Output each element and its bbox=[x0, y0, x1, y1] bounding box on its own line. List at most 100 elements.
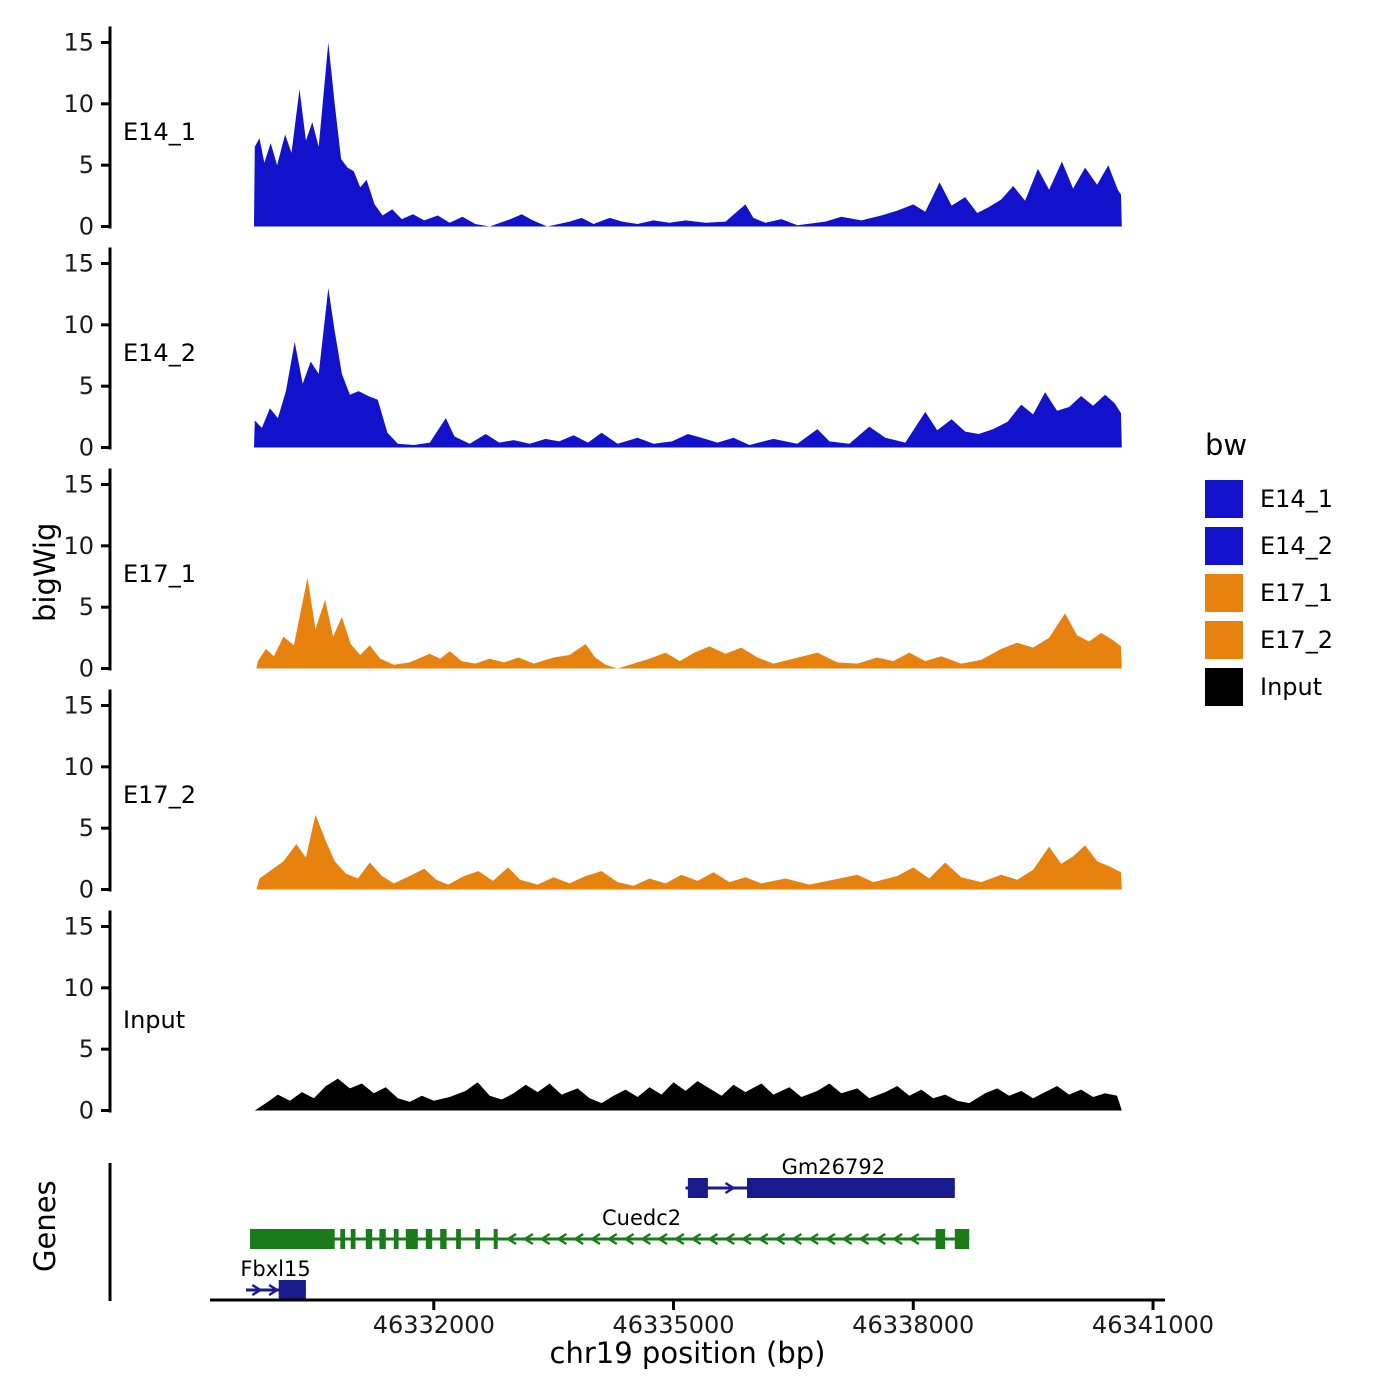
gene-strand-arrow-Cuedc2 bbox=[723, 1232, 735, 1246]
gene-strand-arrow-Cuedc2 bbox=[740, 1232, 752, 1246]
x-tick-label: 46341000 bbox=[1092, 1311, 1214, 1339]
y-tick-label-E14_1: 10 bbox=[63, 90, 94, 118]
gene-strand-arrow-Cuedc2 bbox=[505, 1232, 517, 1246]
y-tick-label-E14_2: 15 bbox=[63, 250, 94, 278]
y-tick-label-E17_2: 0 bbox=[79, 876, 94, 904]
y-tick-label-Input: 10 bbox=[63, 974, 94, 1002]
gene-exon-Cuedc2 bbox=[425, 1229, 433, 1249]
legend: bw E14_1 E14_2 E17_1 E17_2 Input bbox=[1205, 428, 1333, 715]
y-tick-label-E14_2: 10 bbox=[63, 311, 94, 339]
x-axis-title: chr19 position (bp) bbox=[549, 1336, 826, 1370]
y-tick-label-Input: 5 bbox=[79, 1035, 94, 1063]
gene-strand-arrow-Cuedc2 bbox=[572, 1232, 584, 1246]
x-tick-label: 46335000 bbox=[612, 1311, 734, 1339]
legend-swatch-e14-1 bbox=[1205, 480, 1243, 518]
coverage-area-E17_2 bbox=[256, 814, 1122, 890]
gene-exon-Cuedc2 bbox=[340, 1229, 346, 1249]
gene-strand-arrow-Fbxl15 bbox=[251, 1283, 263, 1297]
gene-exon-Cuedc2 bbox=[250, 1229, 335, 1249]
gene-exon-Cuedc2 bbox=[475, 1229, 481, 1249]
gene-strand-arrow-Cuedc2 bbox=[858, 1232, 870, 1246]
gene-label-Fbxl15: Fbxl15 bbox=[240, 1257, 310, 1281]
legend-swatch-e17-1 bbox=[1205, 574, 1243, 612]
gene-strand-arrow-Cuedc2 bbox=[791, 1232, 803, 1246]
y-tick-label-Input: 15 bbox=[63, 913, 94, 941]
gene-strand-arrow-Cuedc2 bbox=[707, 1232, 719, 1246]
gene-label-Gm26792: Gm26792 bbox=[782, 1155, 886, 1179]
gene-exon-Gm26792 bbox=[747, 1178, 955, 1198]
gene-strand-arrow-Cuedc2 bbox=[556, 1232, 568, 1246]
gene-strand-arrow-Fbxl15 bbox=[268, 1283, 280, 1297]
legend-swatch-input bbox=[1205, 668, 1243, 706]
gene-strand-arrow-Cuedc2 bbox=[690, 1232, 702, 1246]
y-tick-label-E17_2: 10 bbox=[63, 753, 94, 781]
gene-exon-Cuedc2 bbox=[405, 1229, 418, 1249]
gene-exon-Cuedc2 bbox=[493, 1229, 498, 1249]
gene-label-Cuedc2: Cuedc2 bbox=[602, 1206, 681, 1230]
gene-exon-Cuedc2 bbox=[393, 1229, 399, 1249]
gene-exon-Cuedc2 bbox=[935, 1229, 946, 1249]
gene-strand-arrow-Cuedc2 bbox=[841, 1232, 853, 1246]
legend-label: Input bbox=[1260, 673, 1323, 701]
gene-exon-Cuedc2 bbox=[954, 1229, 970, 1249]
y-tick-label-E14_2: 0 bbox=[79, 434, 94, 462]
y-tick-label-E17_1: 10 bbox=[63, 532, 94, 560]
gene-strand-arrow-Cuedc2 bbox=[522, 1232, 534, 1246]
gene-strand-arrow-Cuedc2 bbox=[774, 1232, 786, 1246]
legend-swatch-e17-2 bbox=[1205, 621, 1243, 659]
gene-strand-arrow-Cuedc2 bbox=[539, 1232, 551, 1246]
track-label-e17-1: E17_1 bbox=[123, 560, 196, 588]
gene-strand-arrow-Cuedc2 bbox=[589, 1232, 601, 1246]
gene-exon-Gm26792 bbox=[687, 1178, 708, 1198]
track-label-e14-1: E14_1 bbox=[123, 118, 196, 146]
legend-item: E17_2 bbox=[1205, 621, 1333, 659]
track-label-e17-2: E17_2 bbox=[123, 781, 196, 809]
y-tick-label-E14_2: 5 bbox=[79, 372, 94, 400]
legend-label: E17_1 bbox=[1260, 579, 1333, 607]
y-tick-label-E17_1: 15 bbox=[63, 471, 94, 499]
gene-exon-Cuedc2 bbox=[379, 1229, 386, 1249]
legend-item: E17_1 bbox=[1205, 574, 1333, 612]
coverage-area-E14_2 bbox=[254, 288, 1122, 448]
coverage-area-E17_1 bbox=[256, 577, 1122, 669]
gene-exon-Cuedc2 bbox=[365, 1229, 373, 1249]
legend-swatch-e14-2 bbox=[1205, 527, 1243, 565]
gene-exon-Cuedc2 bbox=[456, 1229, 461, 1249]
gene-strand-arrow-Cuedc2 bbox=[757, 1232, 769, 1246]
gene-strand-arrow-Cuedc2 bbox=[824, 1232, 836, 1246]
legend-label: E14_2 bbox=[1260, 532, 1333, 560]
track-label-input: Input bbox=[123, 1006, 186, 1034]
gene-strand-arrow-Cuedc2 bbox=[656, 1232, 668, 1246]
gene-strand-arrow-Cuedc2 bbox=[908, 1232, 920, 1246]
legend-title: bw bbox=[1205, 428, 1248, 462]
y-tick-label-E14_1: 0 bbox=[79, 213, 94, 241]
gene-exon-Cuedc2 bbox=[350, 1229, 356, 1249]
y-tick-label-Input: 0 bbox=[79, 1097, 94, 1125]
gene-strand-arrow-Gm26792 bbox=[724, 1181, 736, 1195]
gene-exon-Fbxl15 bbox=[278, 1280, 306, 1300]
y-tick-label-E14_1: 15 bbox=[63, 29, 94, 57]
y-tick-label-E17_1: 5 bbox=[79, 593, 94, 621]
gene-exon-Cuedc2 bbox=[440, 1229, 447, 1249]
legend-label: E17_2 bbox=[1260, 626, 1333, 654]
legend-item: E14_2 bbox=[1205, 527, 1333, 565]
x-tick-label: 46332000 bbox=[373, 1311, 495, 1339]
track-label-e14-2: E14_2 bbox=[123, 339, 196, 367]
y-tick-label-E17_1: 0 bbox=[79, 655, 94, 683]
coverage-area-Input bbox=[254, 1078, 1122, 1111]
coverage-area-E14_1 bbox=[254, 42, 1122, 227]
gene-strand-arrow-Cuedc2 bbox=[606, 1232, 618, 1246]
gene-strand-arrow-Cuedc2 bbox=[891, 1232, 903, 1246]
y-tick-label-E17_2: 15 bbox=[63, 692, 94, 720]
gene-strand-arrow-Cuedc2 bbox=[875, 1232, 886, 1246]
gene-strand-arrow-Cuedc2 bbox=[640, 1232, 651, 1246]
gene-strand-arrow-Cuedc2 bbox=[673, 1232, 685, 1246]
gene-strand-arrow-Cuedc2 bbox=[623, 1232, 635, 1246]
legend-label: E14_1 bbox=[1260, 485, 1333, 513]
gene-strand-arrow-Cuedc2 bbox=[807, 1232, 819, 1246]
genes-axis-title: Genes bbox=[28, 1180, 62, 1272]
y-axis-title: bigWig bbox=[28, 522, 62, 622]
y-tick-label-E14_1: 5 bbox=[79, 151, 94, 179]
